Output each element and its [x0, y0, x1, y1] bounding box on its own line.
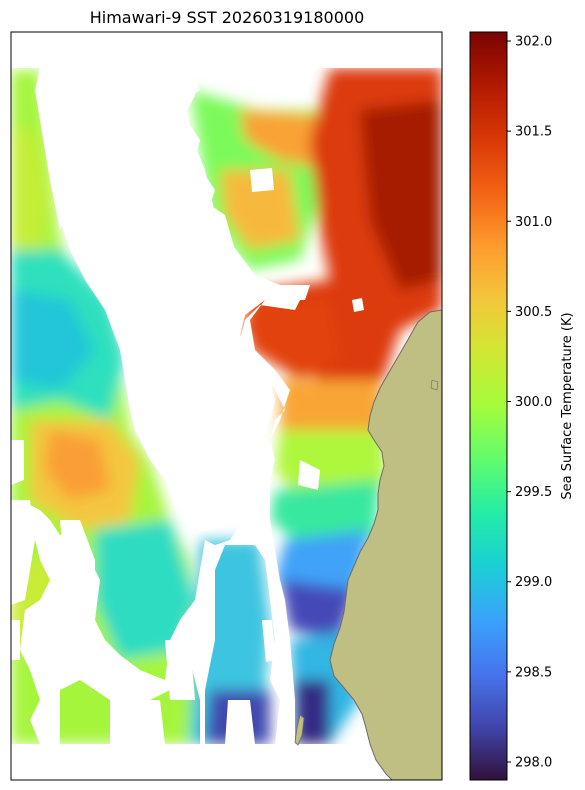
- colorbar: 298.0 298.5 299.0 299.5 300.0 300.5 301.0 301.5…: [469, 31, 575, 781]
- colorbar-tick-label: 300.5: [515, 305, 552, 320]
- map-frame: [10, 31, 443, 781]
- no-data-mask: [11, 32, 442, 780]
- colorbar-tick-label: 299.0: [515, 575, 552, 590]
- colorbar-label: Sea Surface Temperature (K): [560, 312, 575, 499]
- colorbar-ticks: 298.0 298.5 299.0 299.5 300.0 300.5 301.0 301.5…: [507, 35, 552, 770]
- colorbar-tick-label: 298.5: [515, 665, 552, 680]
- colorbar-tick-label: 301.5: [515, 125, 552, 140]
- colorbar-tick-label: 300.0: [515, 395, 552, 410]
- map-panel: [11, 32, 442, 780]
- map-title: Himawari-9 SST 20260319180000: [90, 8, 365, 27]
- colorbar-tick-label: 299.5: [515, 485, 552, 500]
- land-mass: [294, 309, 442, 780]
- colorbar-tick-label: 301.0: [515, 215, 552, 230]
- colorbar-tick-label: 298.0: [515, 755, 552, 770]
- colorbar-tick-label: 302.0: [515, 35, 552, 50]
- colorbar-gradient: [469, 31, 508, 781]
